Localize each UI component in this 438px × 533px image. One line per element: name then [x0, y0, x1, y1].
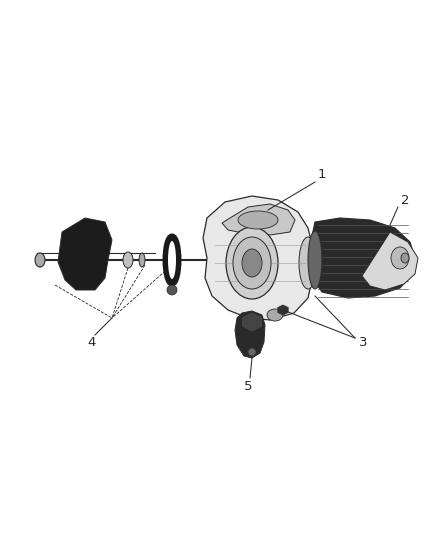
- Ellipse shape: [308, 231, 322, 289]
- Ellipse shape: [233, 237, 271, 289]
- Ellipse shape: [35, 253, 45, 267]
- Ellipse shape: [267, 309, 283, 321]
- Text: 2: 2: [401, 193, 409, 206]
- Polygon shape: [242, 312, 262, 332]
- Ellipse shape: [123, 252, 133, 268]
- Ellipse shape: [299, 237, 317, 289]
- Polygon shape: [203, 196, 312, 320]
- Text: 5: 5: [244, 381, 252, 393]
- Text: 1: 1: [318, 168, 326, 182]
- Ellipse shape: [242, 249, 262, 277]
- Ellipse shape: [248, 348, 256, 356]
- Polygon shape: [235, 311, 265, 358]
- Polygon shape: [309, 218, 415, 298]
- Ellipse shape: [238, 211, 278, 229]
- Ellipse shape: [226, 227, 278, 299]
- Polygon shape: [58, 218, 112, 290]
- Polygon shape: [362, 232, 418, 290]
- Polygon shape: [278, 305, 288, 315]
- Text: 3: 3: [359, 335, 367, 349]
- Ellipse shape: [139, 253, 145, 267]
- Ellipse shape: [391, 247, 409, 269]
- Text: 4: 4: [88, 335, 96, 349]
- Ellipse shape: [168, 241, 176, 279]
- Polygon shape: [222, 204, 295, 235]
- Ellipse shape: [167, 285, 177, 295]
- Ellipse shape: [401, 253, 409, 263]
